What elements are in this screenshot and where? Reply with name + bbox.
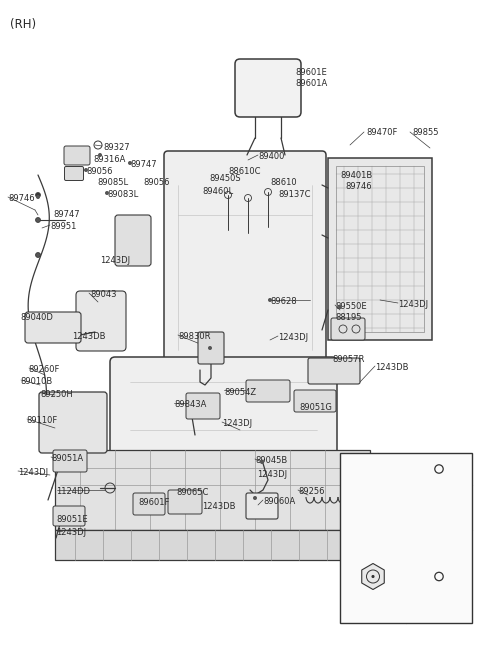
Circle shape: [36, 252, 40, 258]
Text: 89110F: 89110F: [26, 416, 57, 425]
Text: 89060A: 89060A: [263, 497, 295, 506]
Text: 88610C: 88610C: [228, 167, 261, 176]
Bar: [336, 166, 424, 332]
Text: 1124DD: 1124DD: [56, 487, 90, 496]
Text: 89746: 89746: [345, 182, 372, 191]
Text: 89460L: 89460L: [202, 187, 233, 196]
Text: 89137C: 89137C: [278, 190, 311, 199]
Text: 88610: 88610: [270, 178, 297, 187]
Text: 89051A: 89051A: [51, 454, 83, 463]
Text: 89010B: 89010B: [20, 377, 52, 386]
Text: 89550E
88195: 89550E 88195: [335, 302, 367, 322]
Text: 89043: 89043: [90, 290, 117, 299]
Circle shape: [36, 253, 40, 257]
Text: 1243DJ: 1243DJ: [18, 468, 48, 477]
FancyBboxPatch shape: [115, 215, 151, 266]
Text: 89054Z: 89054Z: [224, 388, 256, 397]
Text: 1243DB: 1243DB: [375, 363, 408, 372]
Circle shape: [84, 168, 88, 172]
Circle shape: [36, 218, 40, 222]
Text: 89045B: 89045B: [255, 456, 287, 465]
Text: 1243DJ: 1243DJ: [100, 256, 130, 265]
Text: 1243DR: 1243DR: [421, 531, 457, 540]
Text: 1243DJ: 1243DJ: [278, 333, 308, 342]
Circle shape: [98, 153, 102, 157]
FancyBboxPatch shape: [39, 392, 107, 453]
Text: 89951: 89951: [50, 222, 76, 231]
Text: 89401B: 89401B: [340, 171, 372, 180]
Bar: [340, 453, 472, 623]
Circle shape: [36, 193, 40, 197]
Bar: [55, 530, 370, 560]
Text: 89256: 89256: [298, 487, 324, 496]
Bar: [55, 450, 370, 530]
Text: 89056: 89056: [143, 178, 169, 187]
Text: 89085L: 89085L: [97, 178, 128, 187]
Text: 89843A: 89843A: [174, 400, 206, 409]
FancyBboxPatch shape: [246, 493, 278, 519]
Text: 89855: 89855: [412, 128, 439, 137]
Text: 89747: 89747: [130, 160, 156, 169]
Bar: [328, 158, 432, 340]
Text: 89601E
89601A: 89601E 89601A: [295, 68, 327, 88]
Circle shape: [260, 460, 264, 464]
Text: 1243DB: 1243DB: [202, 502, 236, 511]
Circle shape: [208, 346, 212, 350]
Circle shape: [338, 305, 342, 309]
Text: 89747: 89747: [53, 210, 80, 219]
FancyBboxPatch shape: [235, 59, 301, 117]
Text: 89746: 89746: [8, 194, 35, 203]
Text: 89316A: 89316A: [93, 155, 125, 164]
Text: 89250H: 89250H: [40, 390, 73, 399]
Polygon shape: [362, 563, 384, 589]
Text: 89057R: 89057R: [332, 355, 364, 364]
Circle shape: [268, 298, 272, 302]
Text: 89260F: 89260F: [28, 365, 60, 374]
FancyBboxPatch shape: [53, 506, 85, 526]
FancyBboxPatch shape: [133, 493, 165, 515]
FancyBboxPatch shape: [168, 490, 202, 514]
FancyBboxPatch shape: [186, 393, 220, 419]
Text: 89450S: 89450S: [209, 174, 240, 183]
Text: 89628: 89628: [270, 297, 297, 306]
Text: 1243DB: 1243DB: [72, 332, 106, 341]
FancyBboxPatch shape: [198, 332, 224, 364]
Circle shape: [372, 575, 374, 578]
Text: 89470F: 89470F: [366, 128, 397, 137]
FancyBboxPatch shape: [76, 291, 126, 351]
FancyBboxPatch shape: [25, 312, 81, 343]
Text: 1243DJ: 1243DJ: [56, 528, 86, 537]
Circle shape: [36, 218, 40, 222]
FancyBboxPatch shape: [308, 358, 360, 384]
Text: 89040D: 89040D: [20, 313, 53, 322]
Text: 1339GB: 1339GB: [355, 531, 391, 540]
Text: 89327: 89327: [103, 143, 130, 152]
Text: 1243DJ: 1243DJ: [222, 419, 252, 428]
Circle shape: [253, 496, 257, 500]
FancyBboxPatch shape: [294, 390, 336, 412]
Text: 89065C: 89065C: [176, 488, 208, 497]
Text: 89601F: 89601F: [138, 498, 169, 507]
Text: (RH): (RH): [10, 18, 36, 31]
Text: 89056: 89056: [86, 167, 112, 176]
Text: 89051G: 89051G: [299, 403, 332, 412]
FancyBboxPatch shape: [110, 357, 337, 455]
FancyBboxPatch shape: [331, 318, 365, 340]
FancyBboxPatch shape: [64, 167, 84, 181]
Text: 89051E: 89051E: [56, 515, 88, 524]
Text: 89400: 89400: [258, 152, 284, 161]
FancyBboxPatch shape: [246, 380, 290, 402]
Text: 89083L: 89083L: [107, 190, 138, 199]
FancyBboxPatch shape: [64, 146, 90, 165]
FancyBboxPatch shape: [164, 151, 326, 364]
FancyBboxPatch shape: [53, 450, 87, 472]
Text: 1243DJ: 1243DJ: [257, 470, 287, 479]
Text: 1243JA: 1243JA: [390, 464, 422, 473]
Text: 1243DJ: 1243DJ: [398, 300, 428, 309]
Circle shape: [105, 191, 109, 195]
Circle shape: [128, 161, 132, 165]
Text: 89830R: 89830R: [178, 332, 211, 341]
Circle shape: [36, 195, 40, 199]
